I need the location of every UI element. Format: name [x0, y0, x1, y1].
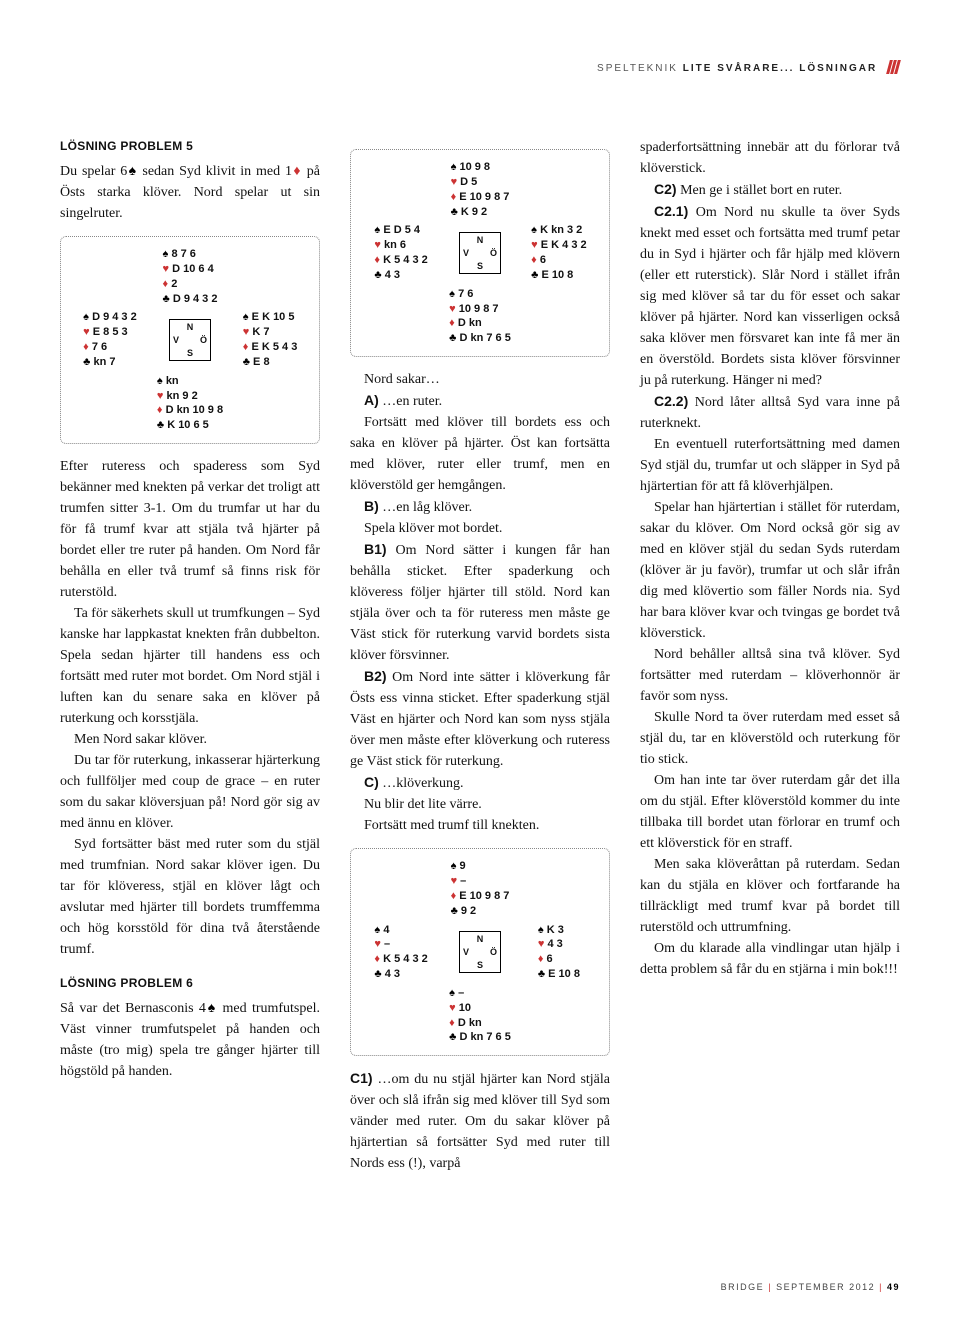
deal3-north: 9 – E 10 9 8 7 9 2	[451, 859, 510, 918]
deal-2: 10 9 8 D 5 E 10 9 8 7 K 9 2 E D 5 4 kn 6…	[350, 149, 610, 357]
c2-p4: Nu blir det lite värre.	[350, 794, 610, 815]
c3-p2: En eventuell ruterfortsättning med damen…	[640, 434, 900, 497]
c2-pC: C) …klöverkung.	[350, 772, 610, 794]
c3-p3: Spelar han hjärtertian i stället för rut…	[640, 497, 900, 644]
deal3-south: – 10 D kn D kn 7 6 5	[449, 986, 511, 1045]
deal-1: 8 7 6 D 10 6 4 2 D 9 4 3 2 D 9 4 3 2 E 8…	[60, 236, 320, 444]
c3-p7: Men saka klöveråttan på ruterdam. Sedan …	[640, 854, 900, 938]
c3-p5: Skulle Nord ta över ruterdam med esset s…	[640, 707, 900, 770]
deal1-north: 8 7 6 D 10 6 4 2 D 9 4 3 2	[163, 247, 218, 306]
c3-p1: spaderfortsättning innebär att du förlor…	[640, 137, 900, 179]
footer-mag: BRIDGE	[721, 1282, 765, 1292]
heading-problem-6: LÖSNING PROBLEM 6	[60, 974, 320, 992]
page-footer: BRIDGE | SEPTEMBER 2012 | 49	[721, 1282, 900, 1292]
deal2-south: 7 6 10 9 8 7 D kn D kn 7 6 5	[449, 287, 511, 346]
column-2: 10 9 8 D 5 E 10 9 8 7 K 9 2 E D 5 4 kn 6…	[350, 137, 610, 1174]
c3-pC22: C2.2) Nord låter alltså Syd vara inne på…	[640, 391, 900, 434]
c2-p5: Fortsätt med trumf till knekten.	[350, 815, 610, 836]
c2-pB: B) …en låg klöver.	[350, 496, 610, 518]
deal1-south: kn kn 9 2 D kn 10 9 8 K 10 6 5	[157, 374, 223, 433]
c1-p6: Syd fortsätter bäst med ruter som du stj…	[60, 834, 320, 960]
c1-p4: Men Nord sakar klöver.	[60, 729, 320, 750]
c2-pB1: B1) Om Nord sätter i kungen får han behå…	[350, 539, 610, 666]
c3-p4: Nord behåller alltså sina två klöver. Sy…	[640, 644, 900, 707]
content-columns: LÖSNING PROBLEM 5 Du spelar 6 sedan Syd …	[60, 137, 900, 1174]
c2-p1: Nord sakar…	[350, 369, 610, 390]
header-light: SPELTEKNIK	[597, 63, 678, 74]
header-bold: LITE SVÅRARE... LÖSNINGAR	[683, 63, 877, 74]
column-1: LÖSNING PROBLEM 5 Du spelar 6 sedan Syd …	[60, 137, 320, 1174]
c2-pC1: C1) …om du nu stjäl hjärter kan Nord stj…	[350, 1068, 610, 1174]
c2-pB2: B2) Om Nord inte sätter i klöverkung får…	[350, 666, 610, 772]
deal2-west: E D 5 4 kn 6 K 5 4 3 2 4 3	[374, 223, 427, 282]
column-3: spaderfortsättning innebär att du förlor…	[640, 137, 900, 1174]
c2-pA: A) A) …en ruter.…en ruter.	[350, 390, 610, 412]
deal2-east: K kn 3 2 E K 4 3 2 6 E 10 8	[531, 223, 586, 282]
c1-p2: Efter ruteress och spaderess som Syd bek…	[60, 456, 320, 603]
deal2-north: 10 9 8 D 5 E 10 9 8 7 K 9 2	[451, 160, 510, 219]
c3-pC21: C2.1) Om Nord nu skulle ta över Syds kne…	[640, 201, 900, 391]
c1-p5: Du tar för ruterkung, inkasserar hjärter…	[60, 750, 320, 834]
c3-p8: Om du klarade alla vindlingar utan hjälp…	[640, 938, 900, 980]
c3-p6: Om han inte tar över ruterdam går det il…	[640, 770, 900, 854]
c1-p3: Ta för säkerhets skull ut trumfkungen – …	[60, 603, 320, 729]
footer-issue: SEPTEMBER 2012	[776, 1282, 875, 1292]
c2-p2: Fortsätt med klöver till bordets ess och…	[350, 412, 610, 496]
page-header: SPELTEKNIK LITE SVÅRARE... LÖSNINGAR	[60, 60, 900, 77]
c2-p3: Spela klöver mot bordet.	[350, 518, 610, 539]
deal1-west: D 9 4 3 2 E 8 5 3 7 6 kn 7	[83, 310, 137, 369]
header-stripes-icon	[888, 60, 900, 77]
c3-pC2: C2) Men ge i stället bort en ruter.	[640, 179, 900, 201]
deal1-east: E K 10 5 K 7 E K 5 4 3 E 8	[243, 310, 298, 369]
c1-p1: Du spelar 6 sedan Syd klivit in med 1 på…	[60, 161, 320, 224]
c1-p7: Så var det Bernasconis 4 med trumfutspel…	[60, 998, 320, 1082]
footer-page: 49	[887, 1282, 900, 1292]
deal1-compass: NVÖS	[169, 319, 211, 361]
deal-3: 9 – E 10 9 8 7 9 2 4 – K 5 4 3 2 4 3 NVÖ…	[350, 848, 610, 1056]
deal2-compass: NVÖS	[459, 232, 501, 274]
deal3-compass: NVÖS	[459, 931, 501, 973]
heading-problem-5: LÖSNING PROBLEM 5	[60, 137, 320, 155]
deal3-west: 4 – K 5 4 3 2 4 3	[374, 923, 427, 982]
deal3-east: K 3 4 3 6 E 10 8	[538, 923, 580, 982]
